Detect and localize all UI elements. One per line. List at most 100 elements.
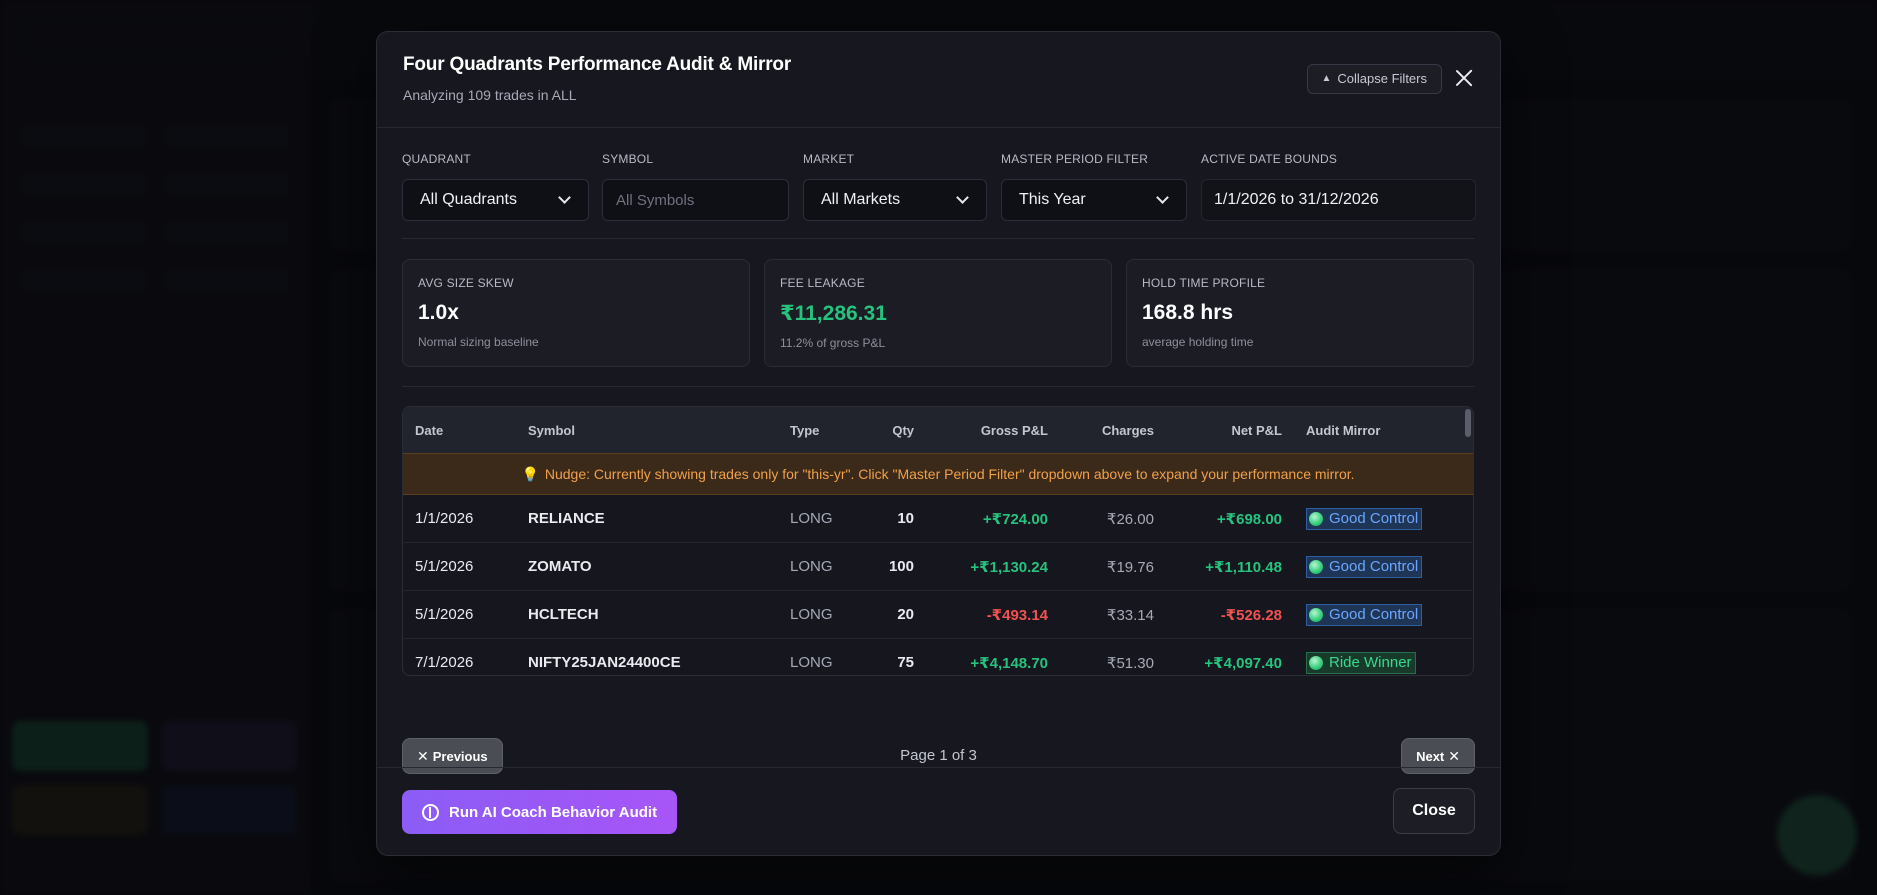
modal-footer: Run AI Coach Behavior Audit Close <box>377 767 1500 855</box>
close-button[interactable]: Close <box>1393 788 1475 834</box>
cell-type: LONG <box>790 510 833 527</box>
quadrant-select[interactable]: All Quadrants <box>402 179 589 221</box>
audit-badge: Ride Winner <box>1306 651 1416 674</box>
market-select[interactable]: All Markets <box>803 179 987 221</box>
cell-net-pnl: -₹526.28 <box>1220 606 1282 624</box>
run-ai-audit-label: Run AI Coach Behavior Audit <box>449 803 658 821</box>
cell-type: LONG <box>790 654 833 671</box>
cell-type: LONG <box>790 606 833 623</box>
column-header: Type <box>790 422 820 438</box>
audit-badge: Good Control <box>1306 507 1423 530</box>
nudge-banner: 💡 Nudge: Currently showing trades only f… <box>403 453 1473 495</box>
cell-qty: 20 <box>897 606 914 623</box>
close-icon: ✕ <box>417 747 429 764</box>
stat-value: ₹11,286.31 <box>780 302 887 325</box>
audit-badge: Good Control <box>1306 603 1423 626</box>
next-label: Next <box>1416 748 1445 764</box>
cell-charges: ₹19.76 <box>1106 558 1154 576</box>
quadrant-label: QUADRANT <box>402 152 471 166</box>
stat-label: FEE LEAKAGE <box>780 276 865 290</box>
table-header: Date Symbol Type Qty Gross P&L Charges N… <box>403 407 1473 453</box>
green-circle-icon <box>1309 607 1323 622</box>
collapse-filters-button[interactable]: ▲ Collapse Filters <box>1306 64 1442 94</box>
close-icon[interactable] <box>1452 66 1476 90</box>
triangle-up-icon: ▲ <box>1321 73 1332 84</box>
nudge-text: Nudge: Currently showing trades only for… <box>544 466 1355 482</box>
cell-symbol: ZOMATO <box>528 558 592 575</box>
stat-label: AVG SIZE SKEW <box>418 276 514 290</box>
quadrant-filter: QUADRANT All Quadrants <box>402 152 589 221</box>
cell-net-pnl: +₹4,097.40 <box>1204 654 1282 672</box>
column-header: Date <box>415 422 444 438</box>
pagination: ✕ Previous Page 1 of 3 Next ✕ <box>402 738 1475 774</box>
period-filter: MASTER PERIOD FILTER This Year <box>1001 152 1187 221</box>
filters-row: QUADRANT All Quadrants SYMBOL All Symbol… <box>402 152 1476 252</box>
cell-audit: Good Control <box>1294 507 1454 530</box>
table-row[interactable]: 5/1/2026 ZOMATO LONG 100 +₹1,130.24 ₹19.… <box>403 543 1473 591</box>
table-row[interactable]: 1/1/2026 RELIANCE LONG 10 +₹724.00 ₹26.0… <box>403 495 1473 543</box>
chevron-down-icon <box>1156 191 1169 204</box>
cell-charges: ₹33.14 <box>1106 606 1154 624</box>
audit-modal: Four Quadrants Performance Audit & Mirro… <box>376 31 1501 856</box>
table-row[interactable]: 5/1/2026 HCLTECH LONG 20 -₹493.14 ₹33.14… <box>403 591 1473 639</box>
stat-label: HOLD TIME PROFILE <box>1142 276 1266 290</box>
divider <box>402 238 1475 239</box>
cell-audit: Good Control <box>1294 603 1454 626</box>
stats-row: AVG SIZE SKEW 1.0x Normal sizing baselin… <box>402 259 1475 367</box>
lightbulb-icon: 💡 <box>521 465 539 482</box>
cell-type: LONG <box>790 558 833 575</box>
period-label: MASTER PERIOD FILTER <box>1001 152 1149 166</box>
green-circle-icon <box>1309 511 1323 526</box>
audit-badge: Good Control <box>1306 555 1423 578</box>
date-bounds-value: 1/1/2026 to 31/12/2026 <box>1214 191 1379 208</box>
cell-date: 1/1/2026 <box>415 510 474 527</box>
table-row[interactable]: 7/1/2026 NIFTY25JAN24400CE LONG 75 +₹4,1… <box>403 639 1473 675</box>
stat-note: Normal sizing baseline <box>418 335 539 349</box>
stat-note: 11.2% of gross P&L <box>780 336 886 350</box>
modal-header: Four Quadrants Performance Audit & Mirro… <box>377 32 1500 128</box>
cell-net-pnl: +₹698.00 <box>1216 510 1282 528</box>
market-value: All Markets <box>821 191 901 208</box>
cell-symbol: NIFTY25JAN24400CE <box>528 654 681 671</box>
next-button[interactable]: Next ✕ <box>1401 738 1475 774</box>
page-indicator: Page 1 of 3 <box>900 747 977 764</box>
cell-symbol: RELIANCE <box>528 510 605 527</box>
symbol-input[interactable]: All Symbols <box>602 179 789 221</box>
stat-value: 168.8 hrs <box>1142 301 1234 324</box>
stat-card-hold-time: HOLD TIME PROFILE 168.8 hrs average hold… <box>1126 259 1474 367</box>
chevron-down-icon <box>956 191 969 204</box>
date-bounds-value-box: 1/1/2026 to 31/12/2026 <box>1201 179 1476 221</box>
cell-gross-pnl: +₹724.00 <box>982 510 1048 528</box>
chevron-down-icon <box>558 191 571 204</box>
period-select[interactable]: This Year <box>1001 179 1187 221</box>
trades-table[interactable]: Date Symbol Type Qty Gross P&L Charges N… <box>402 406 1474 676</box>
quadrant-value: All Quadrants <box>420 191 517 208</box>
symbol-filter: SYMBOL All Symbols <box>602 152 789 221</box>
cell-symbol: HCLTECH <box>528 606 599 623</box>
cell-qty: 100 <box>888 558 914 575</box>
modal-title: Four Quadrants Performance Audit & Mirro… <box>403 54 792 75</box>
cell-qty: 10 <box>897 510 914 527</box>
run-ai-audit-button[interactable]: Run AI Coach Behavior Audit <box>402 790 678 834</box>
cell-gross-pnl: +₹4,148.70 <box>970 654 1048 672</box>
column-header: Symbol <box>528 422 575 438</box>
table-scrollbar[interactable] <box>1465 409 1471 437</box>
period-value: This Year <box>1019 191 1086 208</box>
audit-badge-label: Good Control <box>1329 606 1419 623</box>
green-circle-icon <box>1309 655 1323 670</box>
close-icon: ✕ <box>1448 747 1460 764</box>
cell-qty: 75 <box>897 654 914 671</box>
cell-date: 7/1/2026 <box>415 654 474 671</box>
stat-card-fee-leakage: FEE LEAKAGE ₹11,286.31 11.2% of gross P&… <box>764 259 1112 367</box>
date-bounds-filter: ACTIVE DATE BOUNDS 1/1/2026 to 31/12/202… <box>1201 152 1476 221</box>
previous-button[interactable]: ✕ Previous <box>402 738 503 774</box>
symbol-label: SYMBOL <box>602 152 654 166</box>
previous-label: Previous <box>432 748 488 764</box>
cell-gross-pnl: +₹1,130.24 <box>970 558 1048 576</box>
stat-value: 1.0x <box>418 301 459 324</box>
stat-note: average holding time <box>1142 335 1254 349</box>
audit-badge-label: Ride Winner <box>1329 654 1412 671</box>
cell-charges: ₹26.00 <box>1106 510 1154 528</box>
market-filter: MARKET All Markets <box>803 152 987 221</box>
column-header: Gross P&L <box>980 422 1048 438</box>
